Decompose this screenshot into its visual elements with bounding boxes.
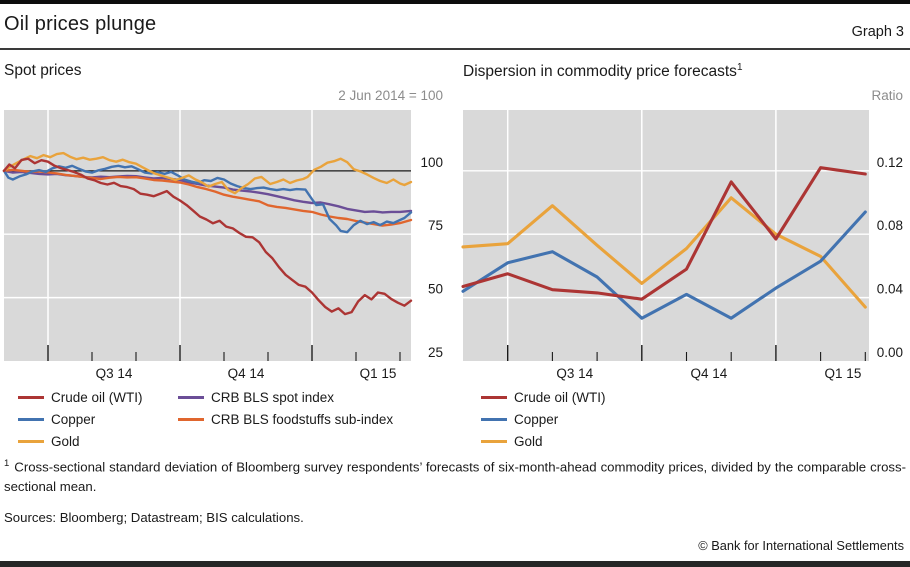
legend-item-crude-oil-wti: Crude oil (WTI) (481, 386, 606, 408)
panel-title-spot-prices: Spot prices (4, 62, 82, 79)
series-line-copper (2, 164, 413, 234)
legend-label: Gold (51, 433, 80, 449)
page-title: Oil prices plunge (4, 13, 157, 35)
legend-item-gold: Gold (18, 430, 143, 452)
unit-label-right: Ratio (871, 88, 903, 103)
y-axis-tick-label: 50 (428, 282, 443, 297)
legend-column: CRB BLS spot index CRB BLS foodstuffs sub… (178, 386, 393, 430)
panel-title-dispersion: Dispersion in commodity price forecasts1 (463, 62, 743, 81)
legend-column: Crude oil (WTI) Copper Gold (18, 386, 143, 452)
legend-column: Crude oil (WTI) Copper Gold (481, 386, 606, 452)
legend-label: Copper (51, 411, 96, 427)
series-line-copper (461, 210, 867, 320)
series-line-gold (461, 196, 867, 309)
footnote-reference: 1 (736, 62, 743, 73)
series-line-gold (2, 151, 413, 195)
legend-swatch-gold (481, 439, 507, 443)
footnote-marker: 1 (4, 458, 10, 469)
legend-swatch-copper (18, 417, 44, 421)
legend-swatch-copper (481, 417, 507, 421)
x-axis-label: Q1 15 (825, 366, 862, 381)
spot-prices-chart: 100 75 50 25 Q3 14 Q4 14 Q1 15 (2, 110, 443, 381)
legend-label: Crude oil (WTI) (514, 389, 606, 405)
series-line-crude-oil-wti (2, 157, 413, 316)
footnote: 1 Cross-sectional standard deviation of B… (4, 454, 906, 497)
legend-swatch-crude-oil-wti (18, 395, 44, 399)
unit-label-left: 2 Jun 2014 = 100 (338, 88, 443, 103)
series-line-crb-bls-foodstuffs-sub-index (2, 168, 413, 227)
legend-label: CRB BLS foodstuffs sub-index (211, 411, 394, 427)
y-axis-tick-label: 0.04 (877, 282, 904, 297)
sources-line: Sources: Bloomberg; Datastream; BIS calc… (4, 510, 304, 525)
x-axis-label: Q4 14 (228, 366, 265, 381)
y-axis-tick-label: 25 (428, 345, 443, 360)
y-axis-tick-label: 75 (428, 218, 443, 233)
copyright-line: © Bank for International Settlements (698, 538, 904, 553)
legend-item-crude-oil-wti: Crude oil (WTI) (18, 386, 143, 408)
x-axis-label: Q3 14 (96, 366, 133, 381)
y-axis-tick-label: 0.12 (877, 155, 903, 170)
legend-item-crb-bls-spot-index: CRB BLS spot index (178, 386, 393, 408)
legend-swatch-crb-bls-foodstuffs-sub-index (178, 417, 204, 421)
top-border-bar (0, 0, 910, 4)
y-axis-tick-label: 0.00 (877, 345, 903, 360)
x-axis-label: Q4 14 (690, 366, 727, 381)
legend-swatch-gold (18, 439, 44, 443)
header-rule (0, 48, 910, 50)
panel-title-dispersion-text: Dispersion in commodity price forecasts (463, 63, 737, 81)
dispersion-chart: 0.12 0.08 0.04 0.00 Q3 14 Q4 14 Q1 15 (461, 110, 904, 381)
y-axis-tick-label: 100 (420, 155, 443, 170)
legend-item-copper: Copper (481, 408, 606, 430)
legend-swatch-crb-bls-spot-index (178, 395, 204, 399)
legend-item-gold: Gold (481, 430, 606, 452)
graph-number: Graph 3 (851, 24, 904, 40)
legend-swatch-crude-oil-wti (481, 395, 507, 399)
legend-label: Gold (514, 433, 543, 449)
legend-label: Copper (514, 411, 559, 427)
legend-label: CRB BLS spot index (211, 389, 335, 405)
legend-item-crb-bls-foodstuffs-sub-index: CRB BLS foodstuffs sub-index (178, 408, 393, 430)
bottom-border-bar (0, 561, 910, 567)
plot-background (4, 110, 411, 361)
legend-item-copper: Copper (18, 408, 143, 430)
series-line-crude-oil-wti (461, 166, 867, 301)
plot-background (463, 110, 869, 361)
y-axis-tick-label: 0.08 (877, 218, 903, 233)
legend-label: Crude oil (WTI) (51, 389, 143, 405)
x-axis-label: Q3 14 (556, 366, 593, 381)
x-axis-label: Q1 15 (360, 366, 397, 381)
footnote-text: Cross-sectional standard deviation of Bl… (4, 459, 906, 495)
